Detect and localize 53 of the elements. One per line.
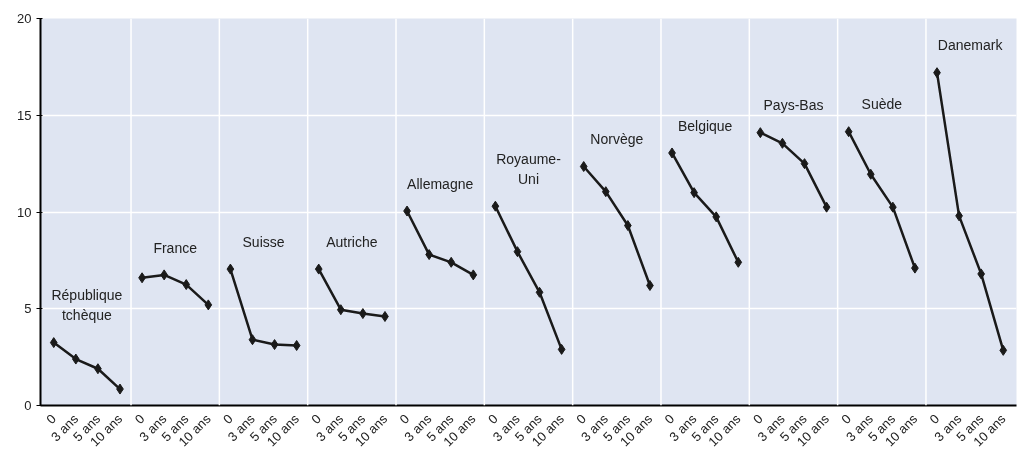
point — [469, 269, 478, 281]
x-tick-label: 0 — [838, 411, 854, 427]
series-label: Pays-Bas — [763, 97, 824, 114]
x-tick-label: 0 — [308, 411, 325, 427]
series-label: Royaume-Uni — [496, 150, 562, 187]
point — [535, 286, 544, 298]
x-tick-label: 0 — [573, 411, 590, 427]
point — [513, 246, 522, 258]
point — [248, 334, 257, 346]
point — [557, 343, 566, 355]
point — [270, 339, 279, 351]
point — [491, 200, 500, 212]
x-tick-label: 0 — [749, 411, 766, 427]
series-label: République tchèque — [51, 286, 123, 324]
point — [447, 256, 456, 268]
x-tick-label: 0 — [43, 411, 60, 427]
point — [712, 211, 721, 223]
point — [204, 299, 213, 311]
series-label: Suisse — [242, 233, 285, 250]
series-label: Belgique — [677, 117, 733, 134]
point — [182, 279, 191, 291]
point — [601, 186, 610, 198]
point — [778, 137, 787, 149]
x-tick-label: 0 — [219, 411, 236, 427]
point — [756, 127, 765, 139]
y-tick-label: 20 — [17, 11, 32, 26]
point — [226, 263, 235, 275]
point — [292, 340, 301, 352]
series-label: Danemark — [937, 37, 1004, 54]
series-label: Allemagne — [407, 175, 474, 192]
point — [579, 161, 588, 173]
x-tick-label: 0 — [484, 411, 501, 427]
point — [734, 256, 743, 268]
point — [866, 168, 875, 180]
series-label: France — [153, 239, 198, 256]
y-tick-label: 0 — [24, 398, 32, 413]
point — [822, 201, 831, 213]
y-tick-label: 15 — [17, 107, 32, 123]
point — [844, 126, 853, 138]
point — [800, 158, 809, 170]
point — [49, 337, 58, 349]
series-label: Autriche — [326, 233, 378, 250]
point — [314, 263, 323, 275]
series-label: Suède — [861, 96, 903, 113]
y-tick-label: 10 — [17, 204, 32, 220]
x-tick-label: 0 — [396, 411, 413, 427]
x-tick-label: 0 — [661, 411, 678, 427]
series-label: Norvège — [590, 131, 644, 148]
y-tick-label: 5 — [24, 301, 32, 317]
x-tick-label: 0 — [131, 411, 148, 427]
point — [999, 344, 1008, 356]
point — [336, 304, 345, 316]
x-tick-label: 0 — [926, 411, 943, 427]
